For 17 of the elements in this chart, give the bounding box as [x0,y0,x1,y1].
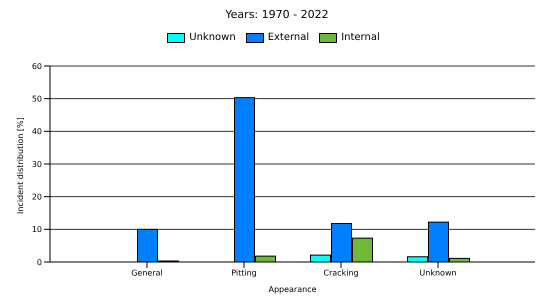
x-tick-label: General [131,268,163,278]
legend-label: Unknown [188,32,236,43]
y-tick-label: 40 [32,127,42,136]
x-tick-label: Unknown [419,268,457,278]
y-tick-label: 0 [36,258,42,267]
y-tick-label: 60 [32,62,42,71]
legend-label: External [266,32,310,43]
x-tick-label: Cracking [323,268,359,278]
x-tick-label: Pitting [231,268,257,278]
y-axis-title: Incident distribution [%] [16,117,25,214]
chart-title: Years: 1970 - 2022 [224,8,330,23]
y-tick-label: 10 [32,225,42,234]
y-tick-label: 30 [32,160,42,169]
x-axis-title: Appearance [268,285,317,294]
legend-label: Internal [340,32,380,43]
y-tick-label: 20 [32,192,42,202]
y-tick-label: 50 [32,94,42,104]
